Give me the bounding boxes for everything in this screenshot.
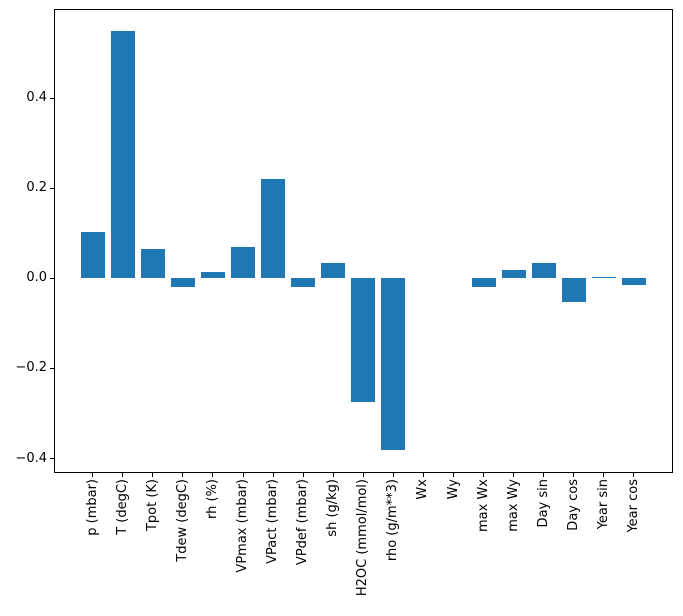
x-tick-label: VPmax (mbar) [235,479,251,573]
bar [501,270,526,279]
x-tick-label: max Wy [505,479,521,532]
x-tick-mark [422,473,424,477]
y-tick-label: −0.4 [15,450,47,466]
y-tick-mark [50,458,54,460]
x-tick-label: T (degC) [114,479,130,535]
x-tick-mark [633,473,635,477]
x-tick-label: Wx [415,479,431,500]
x-tick-mark [152,473,154,477]
y-tick-mark [50,187,54,189]
bar [170,278,195,287]
bar [291,278,316,287]
x-tick-label: Year sin [595,479,611,530]
x-tick-label: Year cos [625,479,641,533]
bar [591,277,616,279]
bar [561,278,586,302]
x-tick-label: H2OC (mmol/mol) [355,479,371,597]
bar [140,248,165,279]
bar [80,232,105,279]
y-tick-mark [50,277,54,279]
x-tick-label: rh (%) [204,479,220,519]
x-tick-label: Tpot (K) [144,479,160,532]
x-tick-mark [483,473,485,477]
x-tick-mark [392,473,394,477]
x-tick-mark [122,473,124,477]
x-tick-label: VPdef (mbar) [295,479,311,566]
x-tick-mark [453,473,455,477]
bar [321,263,346,279]
x-tick-mark [182,473,184,477]
bar [621,278,646,286]
bar [381,278,406,450]
x-tick-mark [513,473,515,477]
x-tick-mark [543,473,545,477]
x-tick-mark [302,473,304,477]
x-tick-label: max Wx [475,479,491,533]
x-tick-label: VPact (mbar) [265,479,281,564]
plot-area [54,9,673,473]
y-tick-label: −0.2 [15,360,47,376]
bar [200,272,225,279]
x-tick-label: Day cos [565,479,581,531]
bar [110,30,135,279]
y-tick-label: 0.4 [26,90,47,106]
x-tick-mark [212,473,214,477]
x-tick-label: Tdew (degC) [174,479,190,562]
x-tick-mark [603,473,605,477]
bar [231,246,256,279]
x-tick-mark [362,473,364,477]
bar [351,278,376,403]
x-tick-label: Day sin [535,479,551,528]
x-tick-mark [92,473,94,477]
bar [531,263,556,279]
x-tick-mark [242,473,244,477]
y-tick-mark [50,97,54,99]
x-tick-mark [272,473,274,477]
bar [261,178,286,279]
x-tick-label: Wy [445,479,461,500]
x-tick-mark [332,473,334,477]
x-tick-mark [573,473,575,477]
y-tick-label: 0.2 [26,180,47,196]
x-tick-label: sh (g/kg) [325,479,341,537]
x-tick-label: p (mbar) [84,479,100,536]
y-tick-label: 0.0 [26,270,47,286]
x-tick-label: rho (g/m**3) [385,479,401,562]
y-tick-mark [50,367,54,369]
bar [471,278,496,287]
